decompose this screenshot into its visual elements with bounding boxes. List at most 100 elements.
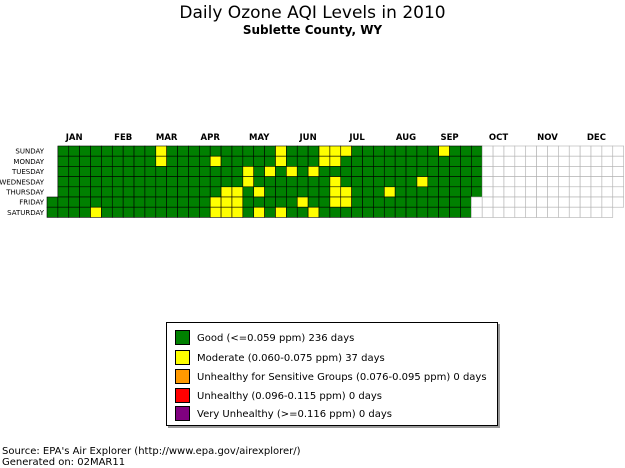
legend-item-good: Good (<=0.059 ppm) 236 days <box>175 330 354 346</box>
day-cell <box>253 176 265 188</box>
day-cell <box>101 206 113 218</box>
day-cell <box>373 166 385 177</box>
day-cell <box>525 176 537 188</box>
day-cell <box>427 206 439 218</box>
day-cell <box>351 166 363 177</box>
day-cell <box>394 176 407 188</box>
day-cell <box>275 145 287 157</box>
day-cell <box>514 206 527 218</box>
day-cell <box>449 155 461 167</box>
legend-label-usg: Unhealthy for Sensitive Groups (0.076-0.… <box>197 372 487 383</box>
day-cell <box>558 196 570 208</box>
day-cell <box>122 196 135 208</box>
day-cells <box>46 145 624 218</box>
day-cell <box>568 145 581 157</box>
day-cell <box>525 186 537 198</box>
day-cell <box>481 166 494 177</box>
day-cell <box>492 196 505 208</box>
day-cell <box>503 186 516 198</box>
day-cell <box>275 166 287 177</box>
generated-note: Generated on: 02MAR11 <box>2 457 126 468</box>
day-cell <box>362 155 374 167</box>
day-cell <box>471 196 483 208</box>
day-cell <box>242 145 255 157</box>
day-cell <box>177 206 189 218</box>
day-cell <box>329 155 342 167</box>
day-cell <box>68 155 80 167</box>
day-cell <box>416 145 429 157</box>
day-cell <box>101 166 113 177</box>
day-cell <box>449 166 461 177</box>
month-label-sep: SEP <box>441 133 459 143</box>
day-cell <box>383 186 396 198</box>
day-cell <box>351 145 363 157</box>
day-cell <box>579 196 592 208</box>
day-cell <box>286 206 298 218</box>
day-cell <box>514 145 527 157</box>
day-cell <box>612 166 624 177</box>
day-cell <box>231 166 244 177</box>
day-cell <box>373 155 385 167</box>
day-cell <box>492 145 505 157</box>
legend-swatch-good <box>175 330 190 345</box>
weekday-labels: SUNDAY MONDAY TUESDAY WEDNESDAY THURSDAY FRID… <box>0 148 45 217</box>
day-cell <box>209 155 222 167</box>
day-cell <box>590 155 603 167</box>
day-cell <box>579 186 592 198</box>
day-cell <box>286 196 298 208</box>
day-cell <box>177 176 189 188</box>
day-cell <box>503 166 516 177</box>
day-cell <box>568 196 581 208</box>
day-cell <box>122 206 135 218</box>
day-cell <box>79 155 91 167</box>
day-cell <box>188 166 200 177</box>
day-cell <box>242 186 255 198</box>
day-cell <box>558 186 570 198</box>
legend-label-very-unhealthy: Very Unhealthy (>=0.116 ppm) 0 days <box>197 409 392 420</box>
day-cell <box>536 155 548 167</box>
day-cell <box>111 196 124 208</box>
day-cell <box>427 155 439 167</box>
day-cell <box>286 145 298 157</box>
day-cell <box>133 155 146 167</box>
day-cell <box>133 196 146 208</box>
month-label-may: MAY <box>249 133 270 143</box>
day-cell <box>471 176 483 188</box>
day-cell <box>590 145 603 157</box>
day-cell <box>90 145 102 157</box>
day-cell <box>199 166 211 177</box>
month-labels: JAN FEB MAR APR MAY JUN JUL AUG SEP OCT NOV DEC <box>65 133 606 143</box>
day-cell <box>253 196 265 208</box>
day-cell <box>449 176 461 188</box>
day-cell <box>144 166 157 177</box>
day-cell <box>101 155 113 167</box>
day-cell <box>438 196 450 208</box>
day-cell <box>329 206 342 218</box>
day-cell <box>231 186 244 198</box>
day-cell <box>471 186 483 198</box>
day-cell <box>68 186 80 198</box>
day-cell <box>568 206 581 218</box>
day-cell <box>514 166 527 177</box>
day-cell <box>590 166 603 177</box>
day-cell <box>264 196 276 208</box>
weekday-label-saturday: SATURDAY <box>7 209 45 217</box>
day-cell <box>405 166 418 177</box>
day-cell <box>286 155 298 167</box>
day-cell <box>383 155 396 167</box>
day-cell <box>471 206 483 218</box>
day-cell <box>264 186 276 198</box>
day-cell <box>199 155 211 167</box>
day-cell <box>166 155 178 167</box>
day-cell <box>155 166 167 177</box>
day-cell <box>199 196 211 208</box>
day-cell <box>536 206 548 218</box>
day-cell <box>68 166 80 177</box>
day-cell <box>416 196 429 208</box>
day-cell <box>612 155 624 167</box>
calendar-heatmap: JAN FEB MAR APR MAY JUN JUL AUG SEP OCT NOV DEC SUN… <box>0 133 624 218</box>
day-cell <box>79 186 91 198</box>
day-cell <box>394 196 407 208</box>
day-cell <box>405 186 418 198</box>
day-cell <box>351 196 363 208</box>
